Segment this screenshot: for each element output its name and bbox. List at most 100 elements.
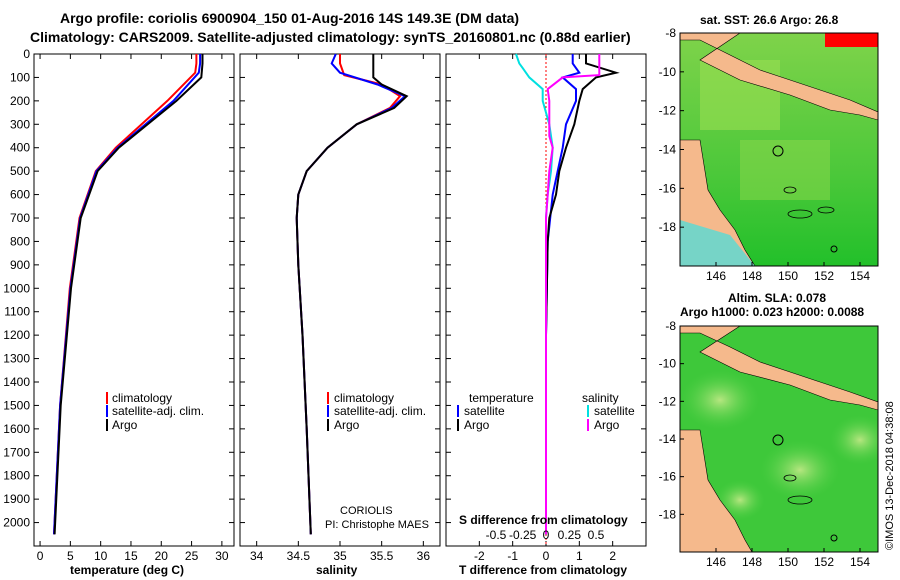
x-tick-label: 1 xyxy=(576,549,583,563)
x-tick-label: 36 xyxy=(417,549,431,563)
temperature-axis-label: temperature (deg C) xyxy=(70,563,184,577)
legend-climatology-label: climatology xyxy=(112,391,172,405)
map-y-tick-label: -18 xyxy=(659,507,677,521)
depth-tick-label: 1200 xyxy=(3,328,30,342)
footer-credit: ©IMOS 13-Dec-2018 04:38:08 xyxy=(884,401,896,550)
sst-map-land-png xyxy=(680,33,878,121)
difference-legend: temperature salinity satellite Argo sate… xyxy=(457,391,635,432)
map-y-tick-label: -10 xyxy=(659,65,677,79)
x-tick-label: 20 xyxy=(155,549,169,563)
sla-reef-outline xyxy=(783,474,797,482)
sla-high-blob xyxy=(760,440,840,500)
sla-map-title: Altim. SLA: 0.078 xyxy=(728,291,826,305)
map-y-tick-label: -16 xyxy=(659,470,677,484)
series-line-t-argo xyxy=(545,54,620,535)
sla-map-subtitle: Argo h1000: 0.023 h2000: 0.0088 xyxy=(680,305,864,319)
x-tick-label: 30 xyxy=(215,549,229,563)
depth-tick-label: 200 xyxy=(10,94,30,108)
legend-temperature-title: temperature xyxy=(469,391,534,405)
depth-tick-label: 100 xyxy=(10,70,30,84)
sst-island-marker xyxy=(830,245,838,253)
map-y-tick-label: -12 xyxy=(659,104,677,118)
coriolis-label: CORIOLIS xyxy=(340,505,393,517)
map-x-tick-label: 150 xyxy=(778,269,798,283)
x-tick-label: -1 xyxy=(507,549,518,563)
s-diff-tick-label: -0.5 xyxy=(486,528,507,542)
map-y-tick-label: -18 xyxy=(659,220,677,234)
series-line-s-argo xyxy=(545,54,601,535)
x-tick-label: 2 xyxy=(609,549,616,563)
map-x-tick-label: 148 xyxy=(742,555,762,569)
x-tick-label: 0 xyxy=(543,549,550,563)
legend-argo-label: Argo xyxy=(112,418,138,432)
depth-tick-label: 1700 xyxy=(3,445,30,459)
map-y-tick-label: -10 xyxy=(659,357,677,371)
depth-tick-label: 300 xyxy=(10,117,30,131)
map-y-tick-label: -8 xyxy=(665,319,676,333)
legend-satellite-label: satellite-adj. clim. xyxy=(334,404,426,418)
depth-tick-label: 1600 xyxy=(3,422,30,436)
sla-map-land-png xyxy=(680,326,878,411)
depth-tick-label: 600 xyxy=(10,188,30,202)
sst-hot-patch xyxy=(825,33,878,47)
x-tick-label: 34.5 xyxy=(287,549,311,563)
depth-tick-label: 700 xyxy=(10,211,30,225)
sst-reef-outline xyxy=(787,209,813,219)
s-difference-axis-label: S difference from climatology xyxy=(459,513,628,527)
series-line-argo xyxy=(53,54,204,535)
sst-map xyxy=(680,33,878,266)
sst-map-title: sat. SST: 26.6 Argo: 26.8 xyxy=(700,13,839,27)
series-line-climatology xyxy=(53,54,198,535)
sst-argo-marker xyxy=(772,145,784,157)
map-x-tick-label: 148 xyxy=(742,269,762,283)
depth-tick-label: 900 xyxy=(10,258,30,272)
series-line-climatology xyxy=(295,54,402,535)
map-y-tick-label: -16 xyxy=(659,181,677,195)
x-tick-label: 35 xyxy=(333,549,347,563)
depth-tick-label: 1400 xyxy=(3,375,30,389)
map-x-tick-label: 152 xyxy=(814,269,834,283)
legend-argo-label: Argo xyxy=(334,418,360,432)
map-x-tick-label: 146 xyxy=(706,269,726,283)
depth-tick-label: 800 xyxy=(10,234,30,248)
map-x-tick-label: 154 xyxy=(850,555,870,569)
temperature-panel-frame xyxy=(33,53,235,547)
x-tick-label: 10 xyxy=(94,549,108,563)
series-line-satellite-adj-clim- xyxy=(53,54,202,535)
sla-island-marker xyxy=(830,534,838,542)
x-tick-label: 25 xyxy=(185,549,199,563)
depth-tick-label: 1500 xyxy=(3,398,30,412)
sst-warm-patch xyxy=(740,140,830,200)
map-x-tick-label: 154 xyxy=(850,269,870,283)
series-line-argo xyxy=(295,54,409,535)
x-tick-label: 15 xyxy=(124,549,138,563)
depth-tick-label: 1100 xyxy=(4,305,30,319)
s-diff-tick-label: -0.25 xyxy=(509,528,537,542)
map-y-tick-label: -14 xyxy=(659,432,677,446)
pi-label: PI: Christophe MAES xyxy=(325,519,429,531)
depth-tick-label: 1900 xyxy=(3,492,30,506)
legend-salinity-title: salinity xyxy=(582,391,619,405)
map-y-tick-label: -12 xyxy=(659,394,677,408)
sla-high-blob xyxy=(830,415,878,465)
legend-climatology-label: climatology xyxy=(334,391,394,405)
x-tick-label: -2 xyxy=(474,549,485,563)
title-line-2: Climatology: CARS2009. Satellite-adjuste… xyxy=(30,29,631,45)
s-diff-tick-label: 0.25 xyxy=(558,528,582,542)
s-diff-tick-label: 0 xyxy=(543,528,550,542)
depth-tick-label: 400 xyxy=(10,141,30,155)
s-diff-tick-label: 0.5 xyxy=(588,528,605,542)
salinity-axis-label: salinity xyxy=(316,563,358,577)
map-y-tick-label: -14 xyxy=(659,143,677,157)
depth-tick-label: 1800 xyxy=(3,469,30,483)
t-difference-axis-label: T difference from climatology xyxy=(459,563,627,577)
salinity-panel-frame xyxy=(239,53,441,547)
legend-satellite-label: satellite-adj. clim. xyxy=(112,404,204,418)
depth-tick-label: 0 xyxy=(23,47,30,61)
salinity-legend: climatology satellite-adj. clim. Argo xyxy=(327,391,426,432)
temperature-legend: climatology satellite-adj. clim. Argo xyxy=(106,391,204,432)
map-y-tick-label: -8 xyxy=(665,26,676,40)
depth-tick-label: 2000 xyxy=(3,516,30,530)
sla-map xyxy=(680,326,878,552)
